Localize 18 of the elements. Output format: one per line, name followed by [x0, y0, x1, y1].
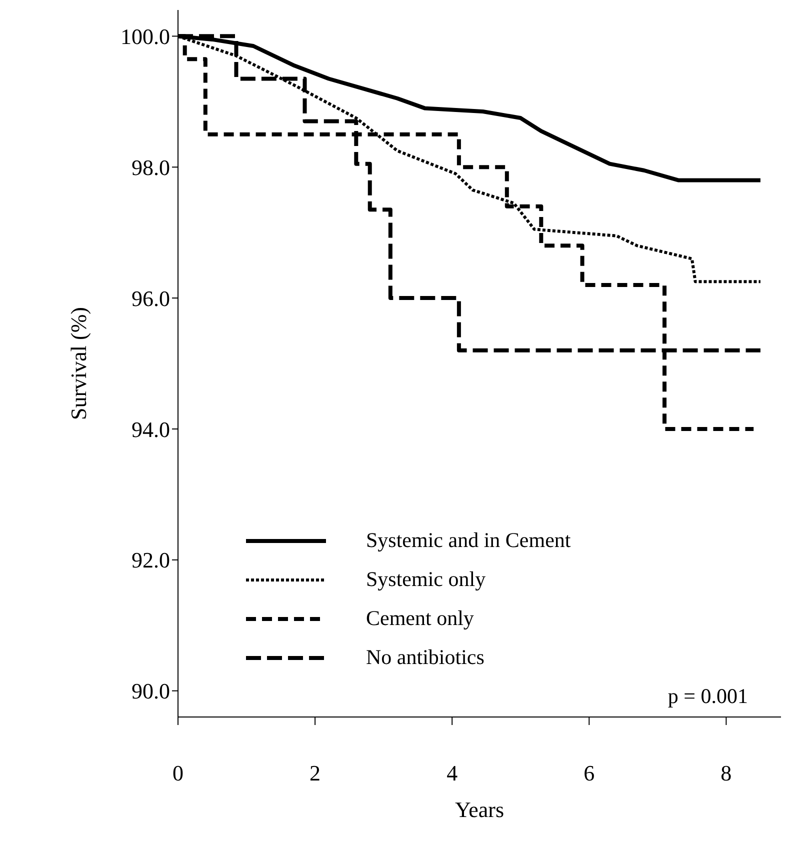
legend-label: Cement only: [366, 606, 474, 631]
y-axis-title: Survival (%): [66, 306, 91, 420]
x-axis-title: Years: [454, 797, 504, 822]
legend-label: Systemic and in Cement: [366, 528, 571, 553]
x-tick-label: 6: [584, 760, 595, 786]
x-tick-label: 4: [446, 760, 458, 786]
y-tick-label: 92.0: [132, 548, 170, 573]
annotation: p = 0.001: [668, 684, 748, 709]
y-tick-label: 90.0: [132, 678, 170, 704]
y-tick-label: 98.0: [132, 154, 170, 180]
x-tick-label: 2: [310, 760, 321, 786]
y-tick-label: 94.0: [132, 416, 170, 442]
legend-label: No antibiotics: [366, 645, 484, 670]
x-tick-label: 8: [720, 760, 732, 786]
legend-label: Systemic only: [366, 567, 486, 592]
y-tick-label: 100.0: [120, 24, 170, 49]
y-tick-label: 96.0: [132, 286, 170, 311]
x-tick-label: 0: [172, 760, 184, 786]
